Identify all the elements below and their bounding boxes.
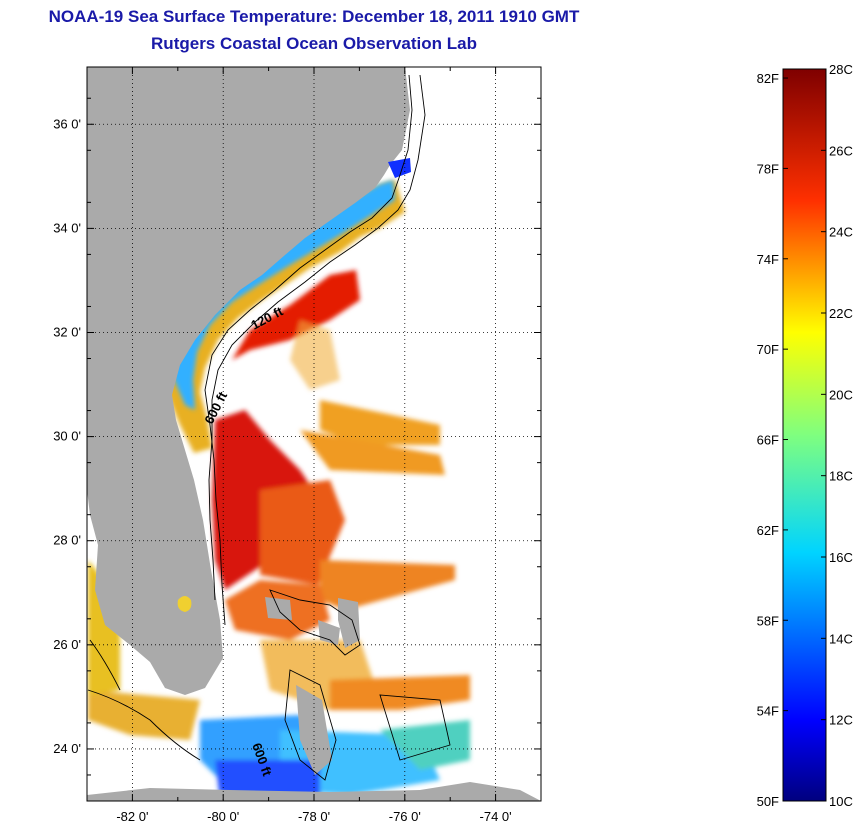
land-bahamas-1: [338, 598, 360, 648]
colorbar-frame: [782, 68, 827, 802]
colorbar-ticks: 28C 26C 24C 22C 20C 18C 16C 14C 12C 10C 82F 78F 74F 7…: [757, 62, 853, 809]
colorbar-label-c: 12C: [829, 713, 853, 728]
map-axis-labels: 36 0' 34 0' 32 0' 30 0' 28 0' 26 0' 24 0' -82 0…: [53, 116, 511, 824]
map-title: NOAA-19 Sea Surface Temperature: Decembe…: [48, 7, 580, 26]
colorbar-label-f: 78F: [757, 161, 779, 176]
land-mainland: [87, 67, 410, 695]
colorbar-label-c: 22C: [829, 306, 853, 321]
lon-label: -76 0': [389, 809, 421, 824]
colorbar-label-f: 66F: [757, 433, 779, 448]
lon-label: -82 0': [116, 809, 148, 824]
map-ticks: [86, 67, 542, 801]
pamlico-sound: [388, 158, 411, 178]
colorbar-label-c: 10C: [829, 794, 853, 809]
colorbar-label-f: 54F: [757, 704, 779, 719]
colorbar: 28C 26C 24C 22C 20C 18C 16C 14C 12C 10C 82F 78F 74F 7…: [757, 62, 853, 809]
lat-label: 34 0': [53, 220, 81, 235]
colorbar-label-c: 16C: [829, 550, 853, 565]
colorbar-label-f: 58F: [757, 613, 779, 628]
colorbar-label-c: 20C: [829, 387, 853, 402]
colorbar-label-f: 74F: [757, 252, 779, 267]
lat-label: 26 0': [53, 637, 81, 652]
lat-label: 28 0': [53, 533, 81, 548]
land-bahamas-4: [318, 620, 340, 645]
colorbar-label-c: 14C: [829, 631, 853, 646]
lat-label: 32 0': [53, 324, 81, 339]
lat-label: 36 0': [53, 116, 81, 131]
colorbar-label-c: 26C: [829, 143, 853, 158]
colorbar-label-c: 28C: [829, 62, 853, 77]
lon-label: -80 0': [207, 809, 239, 824]
colorbar-label-f: 70F: [757, 342, 779, 357]
land-cuba: [87, 782, 541, 801]
lake-okeechobee: [177, 596, 192, 612]
lat-label: 24 0': [53, 741, 81, 756]
lon-label: -78 0': [298, 809, 330, 824]
colorbar-label-f: 50F: [757, 794, 779, 809]
isobaths: [87, 74, 451, 781]
map-subtitle: Rutgers Coastal Ocean Observation Lab: [151, 34, 477, 53]
lat-label: 30 0': [53, 429, 81, 444]
colorbar-label-f: 82F: [757, 71, 779, 86]
colorbar-label-f: 62F: [757, 523, 779, 538]
colorbar-label-c: 18C: [829, 469, 853, 484]
land-bahamas-3: [296, 685, 332, 775]
coastal-band: [163, 180, 405, 453]
map-panel: 120 ft 600 ft 600 ft: [87, 67, 541, 801]
colorbar-gradient: [783, 69, 826, 801]
colorbar-label-c: 24C: [829, 225, 853, 240]
lon-label: -74 0': [480, 809, 512, 824]
